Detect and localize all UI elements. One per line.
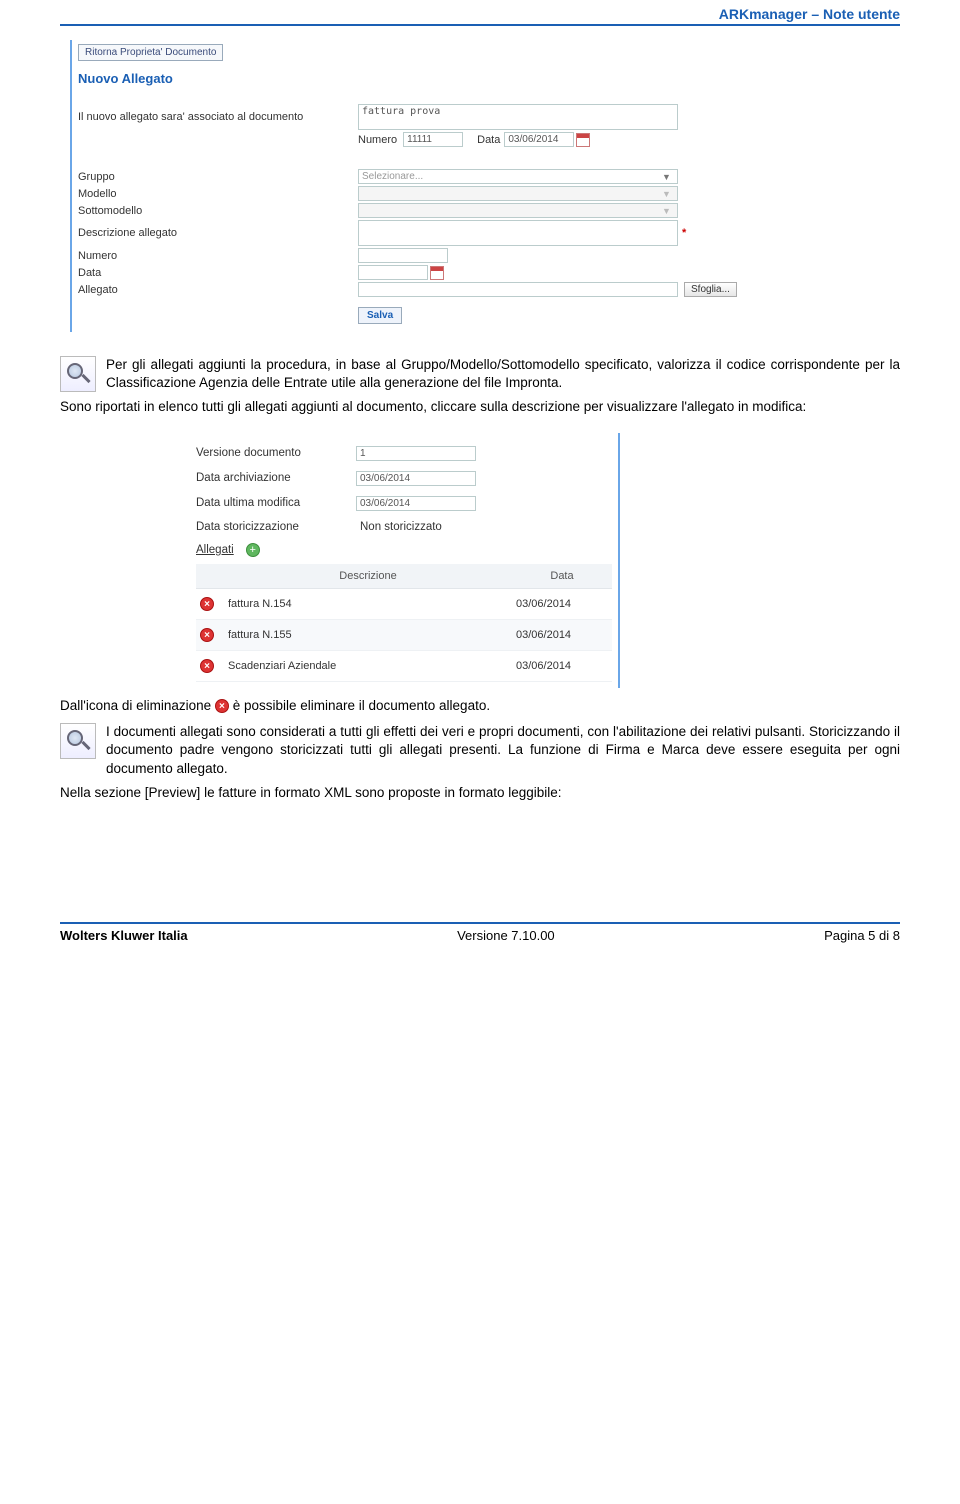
versione-val [356,446,476,461]
numero2-label: Numero [78,250,358,262]
sottomodello-label: Sottomodello [78,205,358,217]
descrizione-textarea[interactable] [358,220,678,246]
delete-icon[interactable]: × [200,597,214,611]
magnifier-icon [60,723,96,759]
add-icon[interactable]: + [246,543,260,557]
page-footer: Wolters Kluwer Italia Versione 7.10.00 P… [60,922,900,943]
cell-data: 03/06/2014 [512,650,612,681]
modello-label: Modello [78,188,358,200]
archiviazione-val [356,471,476,486]
paragraph-2: Sono riportati in elenco tutti gli alleg… [60,398,900,416]
data2-input[interactable] [358,265,428,280]
archiviazione-label: Data archiviazione [196,472,356,484]
col-descrizione: Descrizione [224,564,512,589]
table-row[interactable]: × fattura N.155 03/06/2014 [196,619,612,650]
assoc-doc-field[interactable]: fattura prova [358,104,678,130]
screenshot-nuovo-allegato: Ritorna Proprieta' Documento Nuovo Alleg… [70,40,850,332]
header-title: ARKmanager – Note utente [719,6,900,22]
gruppo-select[interactable] [358,169,678,184]
chevron-down-icon: ▼ [662,189,671,199]
delete-icon[interactable]: × [200,659,214,673]
sottomodello-select[interactable] [358,203,678,218]
table-row[interactable]: × fattura N.154 03/06/2014 [196,588,612,619]
allegato-label: Allegato [78,284,358,296]
col-data: Data [512,564,612,589]
cell-desc: fattura N.155 [224,619,512,650]
modello-select[interactable] [358,186,678,201]
modifica-label: Data ultima modifica [196,497,356,509]
calendar-icon[interactable] [576,133,590,147]
assoc-label: Il nuovo allegato sara' associato al doc… [78,111,358,123]
allegati-table: Descrizione Data × fattura N.154 03/06/2… [196,564,612,682]
footer-right: Pagina 5 di 8 [824,928,900,943]
gruppo-label: Gruppo [78,171,358,183]
paragraph-4: Nella sezione [Preview] le fatture in fo… [60,784,900,802]
allegato-path-input[interactable] [358,282,678,297]
paragraph-1: Per gli allegati aggiunti la procedura, … [106,356,900,392]
chevron-down-icon: ▼ [662,206,671,216]
chevron-down-icon: ▼ [662,172,671,182]
storicizzazione-label: Data storicizzazione [196,521,356,533]
return-properties-button[interactable]: Ritorna Proprieta' Documento [78,44,223,61]
modifica-val [356,496,476,511]
delete-icon: × [215,699,229,713]
descrizione-label: Descrizione allegato [78,227,358,239]
save-button[interactable]: Salva [358,307,402,324]
cell-data: 03/06/2014 [512,588,612,619]
magnifier-icon [60,356,96,392]
table-row[interactable]: × Scadenziari Aziendale 03/06/2014 [196,650,612,681]
browse-button[interactable]: Sfoglia... [684,282,737,297]
cell-desc: fattura N.154 [224,588,512,619]
required-star: * [682,227,686,239]
data-label: Data [477,134,500,146]
page-header: ARKmanager – Note utente [60,0,900,26]
screenshot-allegati-list: Versione documento Data archiviazione Da… [190,433,620,688]
cell-data: 03/06/2014 [512,619,612,650]
paragraph-3: I documenti allegati sono considerati a … [106,723,900,778]
calendar-icon[interactable] [430,266,444,280]
nuovo-allegato-title: Nuovo Allegato [78,71,844,86]
footer-left: Wolters Kluwer Italia [60,928,188,943]
cell-desc: Scadenziari Aziendale [224,650,512,681]
data2-label: Data [78,267,358,279]
footer-center: Versione 7.10.00 [457,928,555,943]
allegati-label[interactable]: Allegati [196,544,234,556]
numero2-input[interactable] [358,248,448,263]
paragraph-delete-line: Dall'icona di eliminazione × è possibile… [60,698,900,713]
data-input[interactable] [504,132,574,147]
numero-input[interactable] [403,132,463,147]
delete-icon[interactable]: × [200,628,214,642]
numero-label: Numero [358,134,397,146]
versione-label: Versione documento [196,447,356,459]
storicizzazione-val: Non storicizzato [356,521,442,533]
